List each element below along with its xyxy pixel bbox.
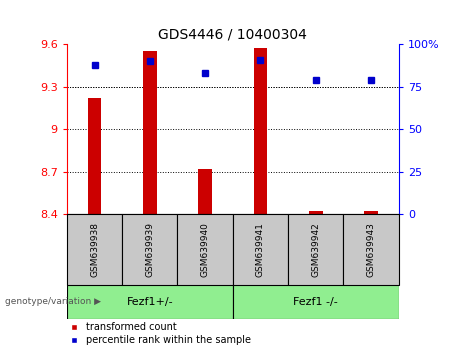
Legend: transformed count, percentile rank within the sample: transformed count, percentile rank withi… <box>67 319 254 349</box>
Title: GDS4446 / 10400304: GDS4446 / 10400304 <box>159 28 307 42</box>
Text: Fezf1+/-: Fezf1+/- <box>126 297 173 307</box>
Text: Fezf1 -/-: Fezf1 -/- <box>293 297 338 307</box>
Text: genotype/variation ▶: genotype/variation ▶ <box>5 297 100 306</box>
Bar <box>88 98 101 214</box>
Text: GSM639941: GSM639941 <box>256 222 265 277</box>
Bar <box>309 211 323 214</box>
Bar <box>254 48 267 214</box>
Text: GSM639938: GSM639938 <box>90 222 99 277</box>
Bar <box>143 51 157 214</box>
Bar <box>67 214 122 285</box>
Bar <box>233 214 288 285</box>
Text: GSM639940: GSM639940 <box>201 222 210 277</box>
Bar <box>343 214 399 285</box>
Bar <box>364 211 378 214</box>
Bar <box>233 285 399 319</box>
Text: GSM639942: GSM639942 <box>311 222 320 277</box>
Bar <box>67 285 233 319</box>
Text: GSM639939: GSM639939 <box>145 222 154 277</box>
Bar <box>198 169 212 214</box>
Bar <box>177 214 233 285</box>
Bar <box>122 214 177 285</box>
Bar <box>288 214 343 285</box>
Text: GSM639943: GSM639943 <box>366 222 376 277</box>
